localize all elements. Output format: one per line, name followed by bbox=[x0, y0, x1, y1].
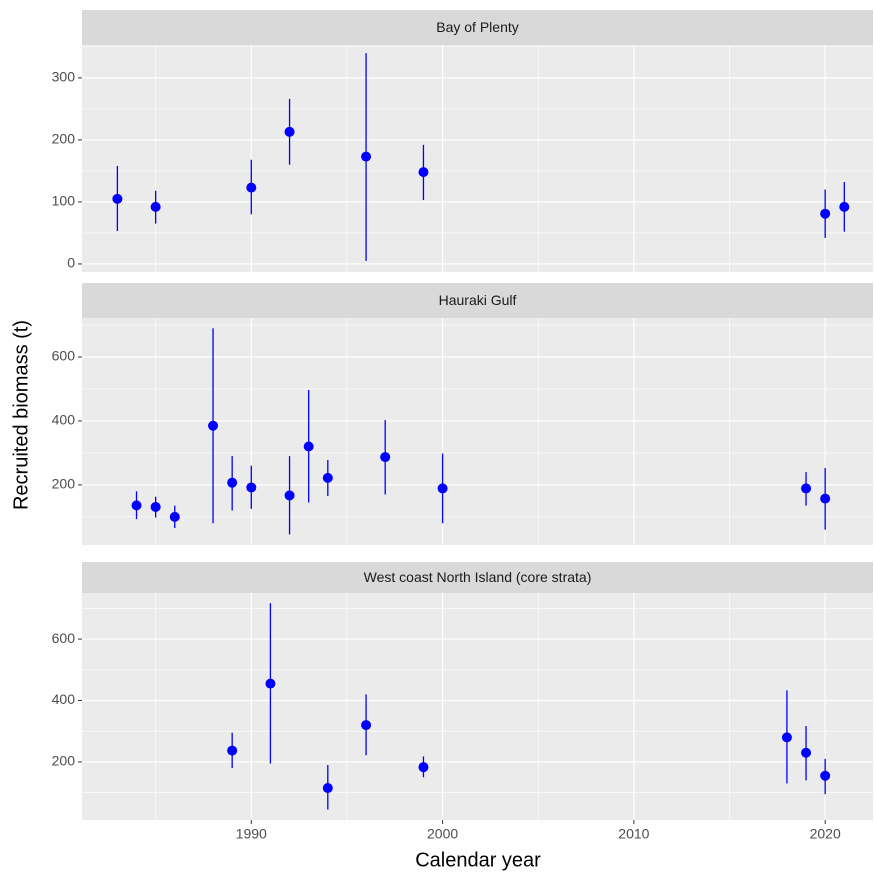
strip bbox=[82, 10, 873, 45]
point bbox=[839, 201, 850, 212]
point bbox=[820, 208, 831, 219]
point bbox=[380, 452, 391, 463]
y-axis-title: Recruited biomass (t) bbox=[10, 320, 32, 510]
point bbox=[265, 678, 276, 689]
facet-title: West coast North Island (core strata) bbox=[364, 569, 592, 585]
point bbox=[131, 500, 142, 511]
y-tick-label: 600 bbox=[52, 348, 76, 364]
y-tick-label: 200 bbox=[52, 753, 76, 769]
panel bbox=[82, 593, 873, 820]
x-tick-label: 1990 bbox=[236, 826, 267, 842]
y-tick-label: 200 bbox=[52, 131, 76, 147]
x-axis-title: Calendar year bbox=[415, 849, 541, 871]
point bbox=[801, 747, 812, 758]
y-tick-label: 0 bbox=[67, 255, 75, 271]
point bbox=[284, 126, 295, 137]
panel bbox=[82, 318, 873, 545]
point bbox=[820, 493, 831, 504]
point bbox=[150, 201, 161, 212]
point bbox=[361, 151, 372, 162]
point bbox=[418, 762, 429, 773]
y-tick-label: 400 bbox=[52, 691, 76, 707]
y-tick-label: 400 bbox=[52, 412, 76, 428]
y-tick-label: 600 bbox=[52, 630, 76, 646]
x-tick-label: 2010 bbox=[618, 826, 649, 842]
point bbox=[801, 483, 812, 494]
point bbox=[246, 482, 257, 493]
point bbox=[437, 483, 448, 494]
point bbox=[112, 193, 123, 204]
strip bbox=[82, 562, 873, 593]
y-tick-label: 100 bbox=[52, 193, 76, 209]
point bbox=[418, 167, 429, 178]
point bbox=[169, 511, 180, 522]
x-tick-label: 2020 bbox=[810, 826, 841, 842]
facet-title: Hauraki Gulf bbox=[439, 292, 517, 308]
facet-title: Bay of Plenty bbox=[436, 19, 519, 35]
point bbox=[322, 472, 333, 483]
y-tick-label: 300 bbox=[52, 69, 76, 85]
point bbox=[322, 783, 333, 794]
point bbox=[303, 441, 314, 452]
point bbox=[227, 477, 238, 488]
point bbox=[246, 182, 257, 193]
point bbox=[208, 420, 219, 431]
point bbox=[781, 732, 792, 743]
point bbox=[284, 490, 295, 501]
strip bbox=[82, 283, 873, 318]
panel bbox=[82, 45, 873, 272]
point bbox=[820, 770, 831, 781]
point bbox=[227, 745, 238, 756]
point bbox=[361, 720, 372, 731]
point bbox=[150, 501, 161, 512]
x-tick-label: 2000 bbox=[427, 826, 458, 842]
y-tick-label: 200 bbox=[52, 476, 76, 492]
